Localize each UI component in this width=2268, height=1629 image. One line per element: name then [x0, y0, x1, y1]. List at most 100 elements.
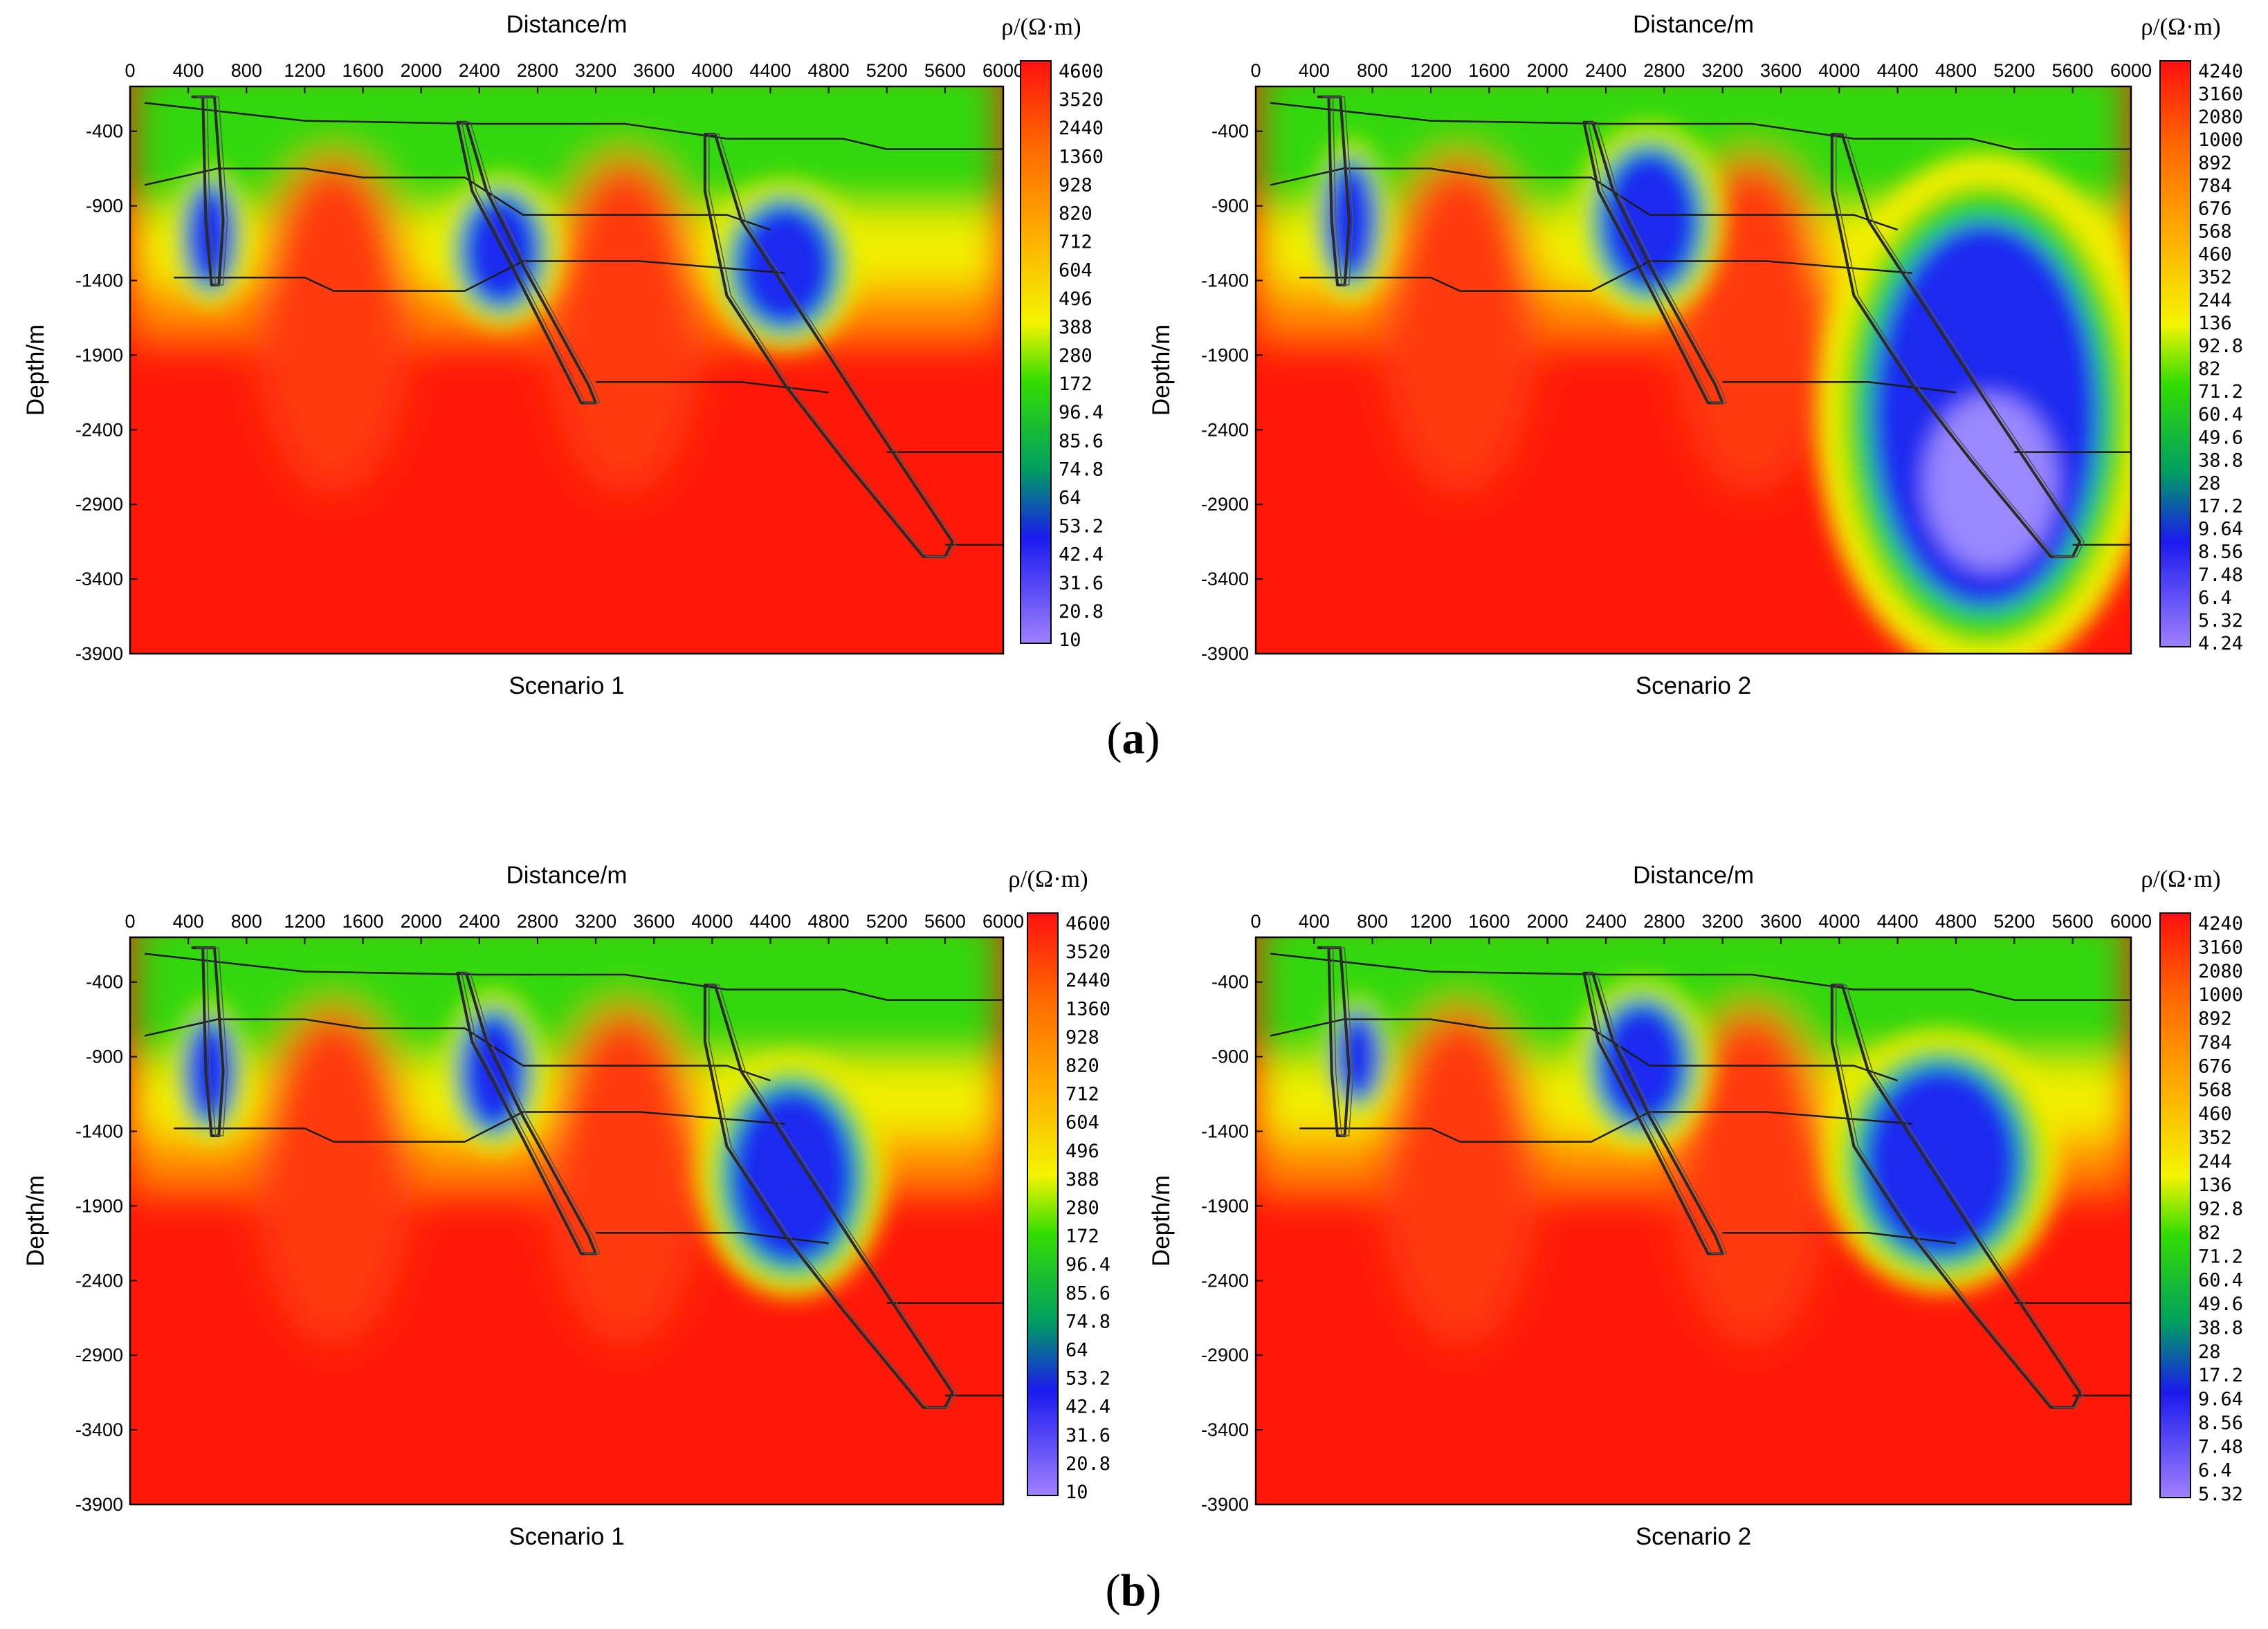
x-tick-label: 4400 [749, 60, 791, 81]
y-tick-label: -3900 [75, 1494, 123, 1515]
x-tick-label: 2800 [1643, 60, 1685, 81]
panel-title: Scenario 2 [1636, 672, 1751, 699]
anomaly-core-1 [1335, 1011, 1381, 1102]
x-tick-label: 4000 [691, 911, 733, 932]
chart-panel-a-2: 0 400 800 1200 1600 2000 2400 2800 3200 3600 4000 4… [1148, 11, 2243, 699]
x-axis: 0 400 800 1200 1600 2000 2400 2800 3200 3600 4000 4… [125, 911, 1024, 944]
x-tick-label: 800 [231, 60, 262, 81]
y-axis-label: Depth/m [22, 1175, 49, 1267]
structure-line-3 [1299, 1111, 1912, 1143]
x-tick-label: 4800 [808, 60, 850, 81]
structure-line-4 [596, 381, 829, 394]
colorbar-tick-label: 42.4 [1066, 1397, 1110, 1418]
structure-line-3 [174, 1111, 785, 1143]
y-tick-label: -1400 [1201, 270, 1249, 291]
colorbar-tick-label: 892 [2198, 1009, 2232, 1030]
colorbar-tick-label: 1360 [1059, 146, 1104, 167]
x-tick-label: 1600 [1468, 60, 1510, 81]
colorbar-tick-label: 4600 [1066, 913, 1110, 935]
y-tick-label: -400 [1211, 121, 1249, 142]
y-tick-label: -1900 [1201, 1195, 1249, 1216]
ore-vein-2 [1582, 971, 1724, 1255]
x-tick-label: 0 [1250, 911, 1261, 932]
colorbar: ρ/(Ω·m) 4600 3520 2440 1360 928 820 712 604 496 38… [1001, 13, 1104, 651]
structure-lines [144, 102, 1003, 546]
x-tick-label: 4800 [1935, 60, 1977, 81]
structure-line-1 [1270, 102, 2131, 150]
colorbar-tick-label: 82 [2198, 1222, 2221, 1244]
colorbar-tick-label: 676 [2198, 1056, 2232, 1077]
structure-lines [1270, 102, 2131, 546]
x-tick-label: 3600 [633, 60, 675, 81]
x-tick-label: 1600 [342, 60, 383, 81]
colorbar-tick-label: 712 [1066, 1084, 1099, 1105]
colorbar-tick-label: 2080 [2198, 961, 2243, 982]
y-tick-label: -3400 [75, 1419, 123, 1440]
x-tick-label: 5600 [2052, 60, 2094, 81]
y-tick-label: -1900 [75, 344, 123, 365]
ore-vein-inner-3 [708, 984, 958, 1408]
structure-line-3 [174, 260, 785, 292]
colorbar-tick-label: 49.6 [2198, 1294, 2243, 1315]
x-tick-label: 2800 [1643, 911, 1685, 932]
layer-green [130, 86, 1003, 212]
x-axis: 0 400 800 1200 1600 2000 2400 2800 3200 3600 4000 4… [1250, 911, 2152, 944]
colorbar-tick-label: 280 [1059, 345, 1092, 367]
colorbar-tick-label: 8.56 [2198, 1412, 2243, 1434]
x-tick-label: 0 [125, 60, 135, 81]
colorbar-tick-label: 460 [2198, 1103, 2232, 1125]
y-axis-label: Depth/m [1148, 324, 1175, 416]
y-tick-label: -2900 [1201, 494, 1249, 515]
y-tick-label: -2900 [75, 494, 123, 515]
y-tick-label: -900 [86, 1047, 123, 1067]
x-tick-label: 4400 [1877, 60, 1919, 81]
y-axis-label: Depth/m [22, 324, 49, 416]
structure-line-1 [144, 102, 1003, 150]
x-tick-label: 4400 [749, 911, 791, 932]
colorbar: ρ/(Ω·m) 424031602080100089278467656846035… [2141, 13, 2243, 654]
colorbar-tick-label: 280 [1066, 1197, 1099, 1219]
colorbar-tick-label: 7.48 [2198, 564, 2243, 586]
anomaly-core-1 [1324, 160, 1377, 281]
x-tick-label: 2400 [1585, 911, 1627, 932]
colorbar-tick-label: 17.2 [2198, 496, 2243, 517]
colorbar-tick-label: 244 [2198, 290, 2232, 311]
colorbar-tick-label: 2080 [2198, 107, 2243, 128]
colorbar-tick-label: 31.6 [1066, 1425, 1110, 1446]
x-tick-label: 1200 [284, 60, 325, 81]
colorbar-tick-label: 3160 [2198, 937, 2243, 958]
colorbar: ρ/(Ω·m) 4600 3520 2440 1360 928 820 712 604 496 38… [1008, 865, 1110, 1503]
colorbar-tick-label: 4240 [2198, 913, 2243, 935]
x-axis-label: Distance/m [506, 862, 627, 889]
y-axis: -400 -900 -1400 -1900 -2400 -2900 -3400 -3900 [1201, 121, 1263, 664]
colorbar-tick-label: 1360 [1066, 998, 1110, 1020]
caption-a: (a) [1106, 713, 1160, 764]
colorbar-tick-label: 4.24 [2198, 633, 2243, 654]
structure-line-4 [1722, 1232, 1957, 1244]
colorbar-tick-label: 92.8 [2198, 335, 2243, 357]
x-tick-label: 1200 [284, 911, 325, 932]
anomalies [1312, 124, 2131, 654]
colorbar-tick-label: 60.4 [2198, 404, 2243, 425]
high-resistivity-bulge-1 [255, 1006, 413, 1347]
x-tick-label: 0 [125, 911, 135, 932]
colorbar-tick-label: 10 [1066, 1482, 1088, 1503]
high-resistivity-bulge-1 [255, 155, 413, 496]
colorbar-tick-label: 712 [1059, 232, 1092, 253]
colorbar-tick-label: 20.8 [1066, 1453, 1110, 1475]
colorbar-tick-label: 96.4 [1059, 402, 1104, 423]
ore-vein-2 [456, 971, 598, 1255]
colorbar-tick-label: 1000 [2198, 984, 2243, 1006]
x-tick-label: 3200 [1702, 911, 1744, 932]
x-tick-label: 800 [1357, 911, 1388, 932]
panel-title: Scenario 1 [509, 1523, 624, 1550]
colorbar-tick-label: 568 [2198, 221, 2232, 243]
colorbar-label: ρ/(Ω·m) [1008, 865, 1088, 892]
x-tick-label: 400 [173, 60, 204, 81]
x-axis-label: Distance/m [1633, 11, 1754, 38]
ore-vein-inner-3 [708, 134, 958, 558]
colorbar-tick-label: 136 [2198, 313, 2232, 334]
x-tick-label: 5200 [866, 911, 908, 932]
colorbar-tick-label: 64 [1066, 1340, 1088, 1361]
